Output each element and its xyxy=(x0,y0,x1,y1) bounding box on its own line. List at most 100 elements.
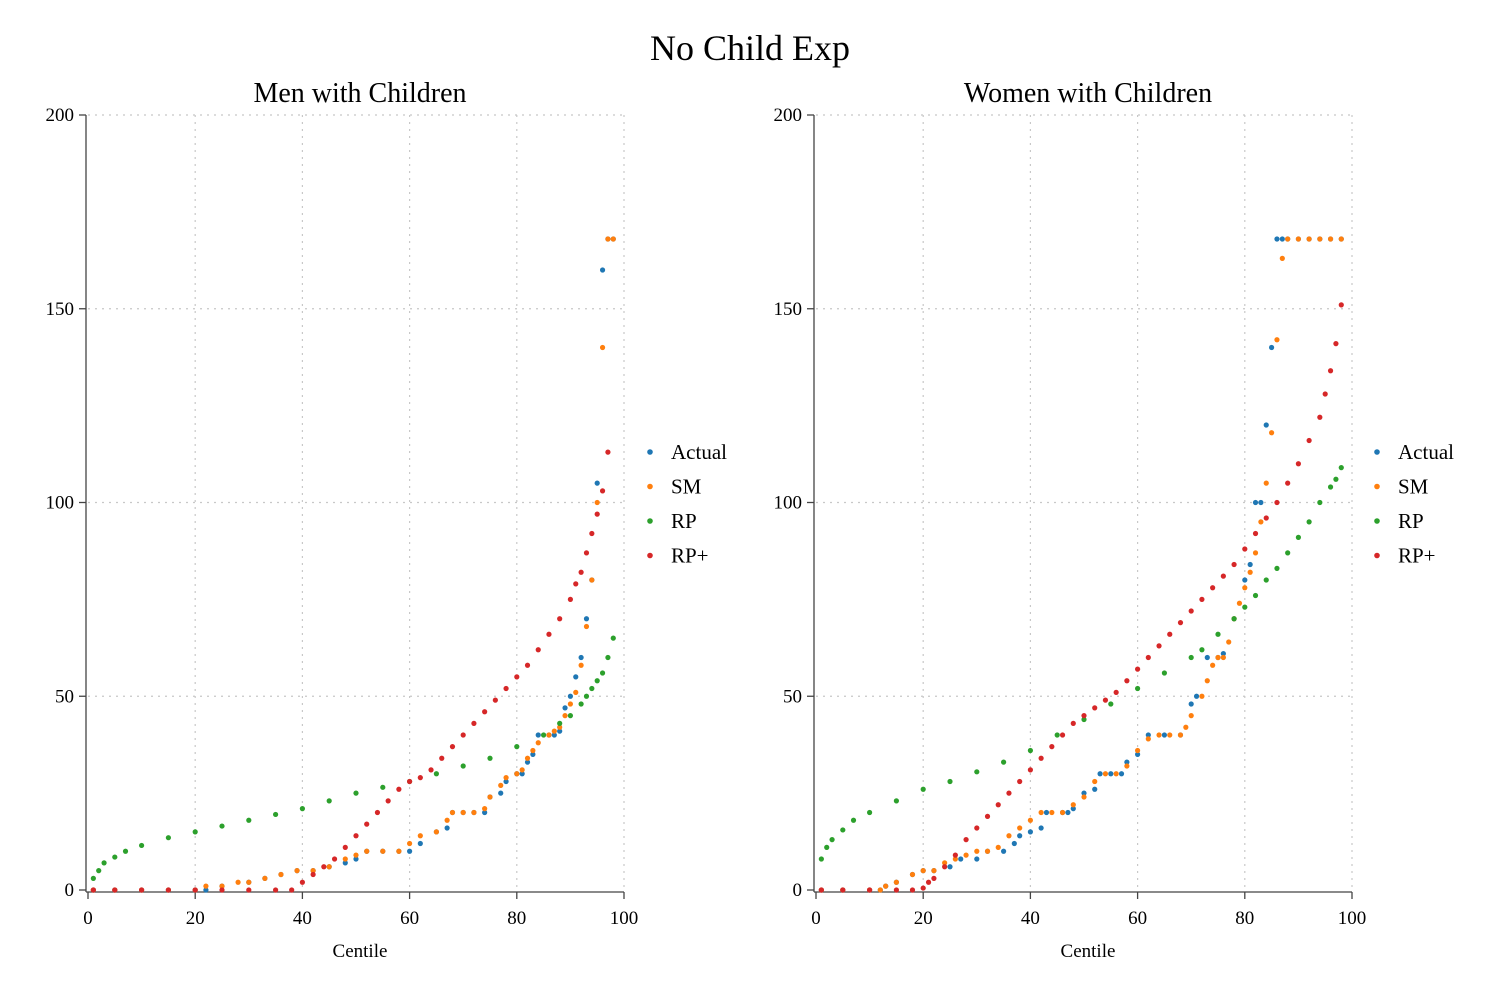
data-point xyxy=(219,823,225,829)
x-tick-label: 60 xyxy=(400,908,419,929)
x-tick-label: 60 xyxy=(1128,908,1147,929)
data-point xyxy=(984,813,991,819)
data-point xyxy=(1338,236,1344,242)
data-point xyxy=(1263,480,1269,486)
data-point xyxy=(824,844,830,850)
data-point xyxy=(503,685,509,692)
data-point xyxy=(1183,724,1189,730)
x-tick-label: 20 xyxy=(186,908,205,929)
data-point xyxy=(1199,596,1205,602)
data-point xyxy=(299,879,305,885)
data-point xyxy=(557,724,563,730)
data-point xyxy=(567,701,574,707)
data-point xyxy=(1306,236,1312,242)
panel-men-with-children: 0 50 100 150 200 0 20 40 60 80 100 Men with Childre… xyxy=(46,78,728,962)
data-point xyxy=(1156,732,1162,738)
series-actual xyxy=(90,236,616,893)
data-point xyxy=(1327,484,1334,490)
data-point xyxy=(1027,829,1033,835)
data-point xyxy=(482,809,488,816)
data-point xyxy=(460,732,466,738)
data-point xyxy=(192,887,198,893)
data-point xyxy=(101,860,107,866)
x-tick-label: 40 xyxy=(293,908,312,929)
y-tick-label: 150 xyxy=(46,299,75,320)
data-point xyxy=(165,887,171,893)
data-point xyxy=(562,713,568,719)
data-point xyxy=(1274,499,1280,506)
data-point xyxy=(433,771,439,777)
data-point xyxy=(1242,604,1248,610)
data-point xyxy=(1279,255,1285,261)
y-tick-label: 200 xyxy=(774,105,803,126)
data-point xyxy=(1113,771,1119,777)
legend-marker xyxy=(647,483,653,490)
data-point xyxy=(551,728,557,734)
data-point xyxy=(439,755,445,761)
x-axis-label: Centile xyxy=(1061,941,1116,962)
data-point xyxy=(407,778,413,785)
data-point xyxy=(1081,716,1087,723)
data-point xyxy=(289,887,295,893)
data-point xyxy=(139,887,145,893)
data-point xyxy=(122,848,129,854)
data-point xyxy=(1177,732,1184,738)
data-point xyxy=(1188,654,1194,661)
data-point xyxy=(342,844,348,850)
data-point xyxy=(1049,809,1055,816)
data-point xyxy=(995,844,1001,850)
data-point xyxy=(1269,344,1275,351)
y-tick-label: 50 xyxy=(783,686,802,707)
data-point xyxy=(417,833,423,839)
data-point xyxy=(1059,732,1066,738)
data-point xyxy=(1317,414,1323,420)
data-point xyxy=(1215,631,1221,637)
data-point xyxy=(1338,465,1344,471)
data-point xyxy=(112,854,118,860)
data-point xyxy=(1263,422,1269,428)
data-point xyxy=(444,825,450,831)
data-point xyxy=(498,790,504,796)
x-tick-label: 100 xyxy=(610,908,639,929)
data-point xyxy=(96,868,102,874)
data-point xyxy=(1070,720,1076,726)
data-point xyxy=(1327,368,1334,374)
data-point xyxy=(364,848,370,854)
data-point xyxy=(165,835,171,841)
data-point xyxy=(947,864,953,870)
y-tick-label: 150 xyxy=(774,299,803,320)
data-point xyxy=(417,840,423,847)
legend-marker xyxy=(647,518,653,524)
data-point xyxy=(273,887,279,893)
data-point xyxy=(353,833,359,839)
legend-label: SM xyxy=(671,475,702,499)
data-point xyxy=(1242,577,1248,583)
data-point xyxy=(342,856,348,862)
data-point xyxy=(364,821,370,827)
data-point xyxy=(1327,236,1334,242)
data-point xyxy=(203,883,209,889)
data-point xyxy=(1135,751,1141,757)
data-point xyxy=(321,864,327,870)
data-point xyxy=(294,868,300,874)
data-point xyxy=(1124,759,1130,765)
data-point xyxy=(952,856,958,862)
data-point xyxy=(482,709,488,715)
data-point xyxy=(460,763,466,769)
data-point xyxy=(605,449,611,455)
data-point xyxy=(947,778,953,785)
data-point xyxy=(1322,391,1328,397)
legend-marker xyxy=(647,449,653,455)
data-point xyxy=(396,848,402,854)
data-point xyxy=(583,693,590,699)
data-point xyxy=(1038,809,1044,816)
data-point xyxy=(557,728,563,734)
legend-marker xyxy=(1374,483,1380,490)
data-point xyxy=(1193,693,1200,699)
data-point xyxy=(1306,437,1312,444)
data-point xyxy=(599,488,606,494)
data-point xyxy=(867,887,873,893)
data-point xyxy=(931,868,937,874)
data-point xyxy=(974,825,980,831)
